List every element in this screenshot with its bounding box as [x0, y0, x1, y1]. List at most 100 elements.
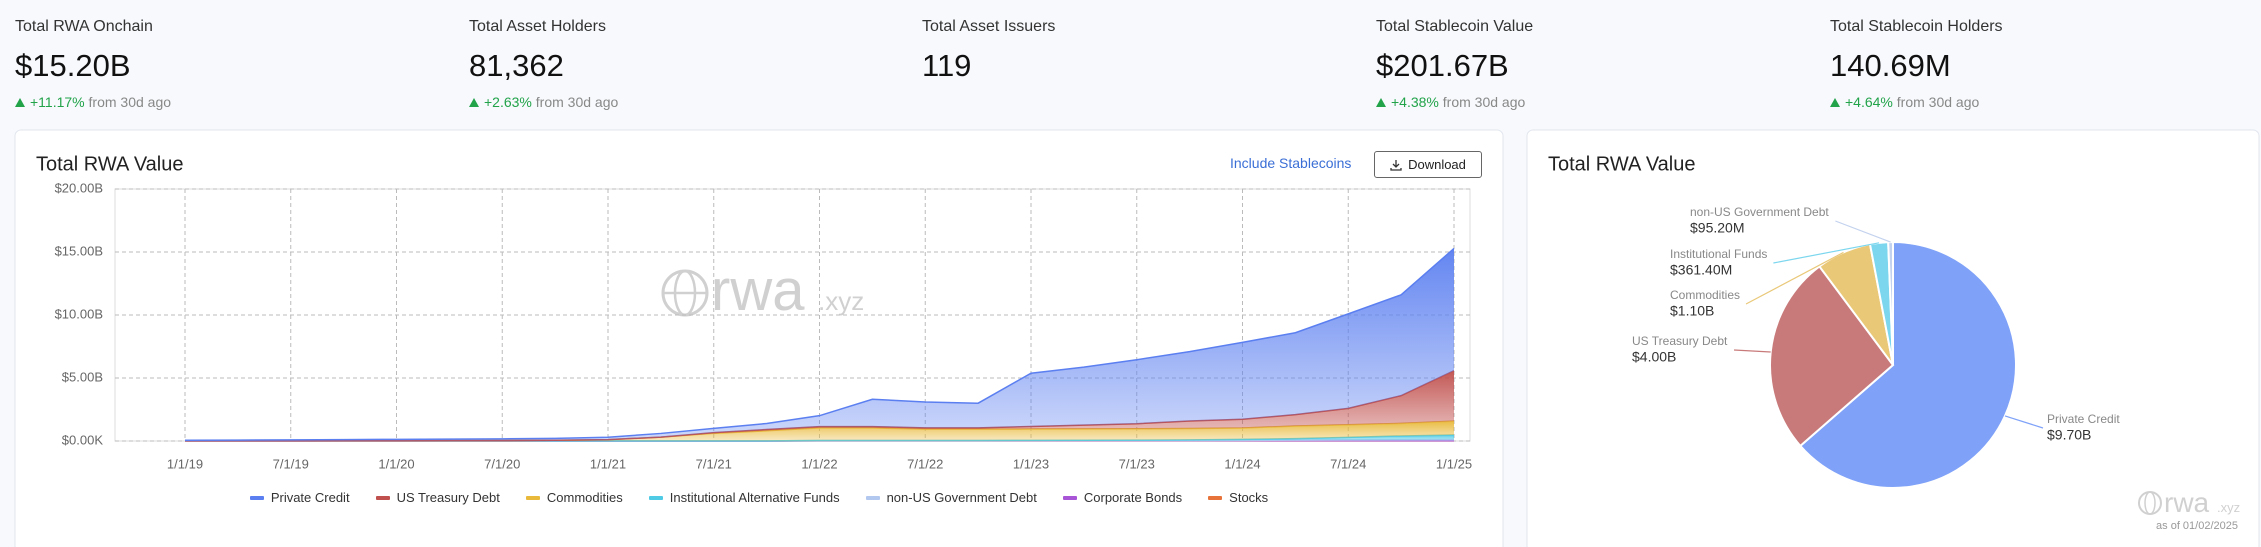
change-value: +11.17% [30, 94, 85, 110]
slice-label: Institutional Funds [1670, 247, 1767, 261]
stat-label: Total Stablecoin Holders [1830, 18, 2003, 35]
pie-slice [1887, 240, 1894, 366]
y-tick-label: $0.00K [62, 432, 104, 447]
download-icon [1390, 159, 1402, 171]
legend-item: non-US Government Debt [865, 490, 1037, 505]
slice-value: $1.10B [1670, 303, 1714, 319]
legend-item: Corporate Bonds [1062, 490, 1183, 505]
stat-value: 81,362 [469, 48, 564, 83]
change-value: +4.38% [1391, 94, 1439, 110]
x-tick-label: 1/1/20 [378, 456, 414, 471]
slice-label: US Treasury Debt [1632, 334, 1728, 348]
area-line [184, 247, 1455, 441]
x-tick-label: 7/1/20 [484, 456, 520, 471]
stat-change: +2.63% from 30d ago [469, 94, 909, 110]
legend-label: Private Credit [270, 490, 350, 505]
y-tick-label: $20.00B [55, 180, 103, 195]
legend-label: Commodities [546, 490, 623, 505]
stat-change: +11.17% from 30d ago [15, 94, 455, 110]
x-tick-label: 1/1/25 [1436, 456, 1472, 471]
legend-swatch [525, 495, 540, 500]
change-note: from 30d ago [1896, 94, 1980, 110]
download-button[interactable]: Download [1374, 151, 1482, 178]
legend-swatch [648, 495, 663, 500]
legend-item: Stocks [1208, 490, 1268, 505]
watermark-text: rwa [711, 258, 805, 323]
legend-label: Institutional Alternative Funds [669, 490, 840, 505]
legend-label: Corporate Bonds [1083, 490, 1183, 505]
legend-label: non-US Government Debt [886, 490, 1037, 505]
legend-swatch [249, 495, 264, 500]
legend-swatch [1062, 495, 1077, 500]
change-value: +4.64% [1845, 94, 1893, 110]
panel [14, 129, 1504, 547]
stat-label: Total RWA Onchain [15, 18, 153, 35]
as-of-date: as of 01/02/2025 [2156, 520, 2238, 532]
chart-title: Total RWA Value [1548, 153, 1695, 175]
x-tick-label: 7/1/23 [1119, 456, 1155, 471]
stat-change: +4.64% from 30d ago [1830, 94, 2261, 110]
x-tick-label: 7/1/19 [273, 456, 309, 471]
x-tick-label: 1/1/23 [1013, 456, 1049, 471]
stat-card: Total Asset Holders 81,362 +2.63% from 30d… [469, 18, 909, 110]
stat-card: Total Asset Issuers 119 [922, 18, 1362, 84]
area [185, 421, 1454, 441]
x-tick-label: 7/1/21 [696, 456, 732, 471]
leader-line [1734, 349, 1771, 353]
slice-value: $4.00B [1632, 349, 1676, 365]
watermark-text: .xyz [2217, 500, 2240, 515]
slice-value: $361.40M [1670, 262, 1732, 278]
slice-value: $95.20M [1690, 220, 1744, 236]
legend: Private Credit US Treasury Debt Commoditie… [15, 490, 1503, 505]
legend-label: Stocks [1229, 490, 1269, 505]
stat-value: 140.69M [1830, 48, 1951, 83]
stat-label: Total Asset Issuers [922, 18, 1056, 35]
x-tick-label: 1/1/24 [1224, 456, 1260, 471]
stat-change: +4.38% from 30d ago [1376, 94, 1816, 110]
download-label: Download [1408, 157, 1466, 172]
stat-label: Total Stablecoin Value [1376, 18, 1534, 35]
change-note: from 30d ago [1442, 94, 1526, 110]
stat-value: 119 [922, 48, 972, 83]
legend-swatch [375, 495, 390, 500]
legend-item: Private Credit [249, 490, 350, 505]
slice-value: $9.70B [2047, 427, 2091, 443]
up-arrow [15, 98, 25, 107]
legend-label: US Treasury Debt [396, 490, 500, 505]
watermark: rwa .xyz [2138, 487, 2240, 518]
stat-value: $15.20B [15, 48, 131, 83]
change-note: from 30d ago [88, 94, 172, 110]
up-arrow [1830, 98, 1840, 107]
up-arrow [1376, 98, 1386, 107]
slice-label: Private Credit [2047, 412, 2120, 426]
change-value: +2.63% [484, 94, 532, 110]
leader-line [1773, 242, 1880, 264]
legend-swatch [865, 495, 880, 500]
x-tick-label: 7/1/22 [907, 456, 943, 471]
legend-item: US Treasury Debt [375, 490, 500, 505]
x-tick-label: 7/1/24 [1330, 456, 1366, 471]
stat-value: $201.67B [1376, 48, 1509, 83]
y-tick-label: $15.00B [55, 243, 103, 258]
stat-card: Total RWA Onchain $15.20B +11.17% from 30d… [15, 18, 455, 110]
legend-swatch [1208, 495, 1223, 500]
pie-slice [1798, 240, 2017, 489]
stat-card: Total Stablecoin Holders 140.69M +4.64% fr… [1830, 18, 2261, 110]
leader-line [2004, 415, 2044, 429]
up-arrow [469, 98, 479, 107]
globe-icon [2144, 491, 2156, 515]
watermark-text: rwa [2164, 487, 2210, 518]
chart-title: Total RWA Value [36, 153, 183, 175]
area [185, 248, 1454, 441]
x-tick-label: 1/1/19 [167, 456, 203, 471]
change-note: from 30d ago [535, 94, 619, 110]
watermark-text: .xyz [818, 286, 864, 316]
include-stablecoins-toggle[interactable]: Include Stablecoins [1230, 155, 1352, 171]
y-tick-label: $10.00B [55, 306, 103, 321]
leader-line [1835, 220, 1891, 243]
leader-line [1745, 251, 1844, 305]
legend-item: Institutional Alternative Funds [648, 490, 840, 505]
y-tick-label: $5.00B [62, 369, 103, 384]
